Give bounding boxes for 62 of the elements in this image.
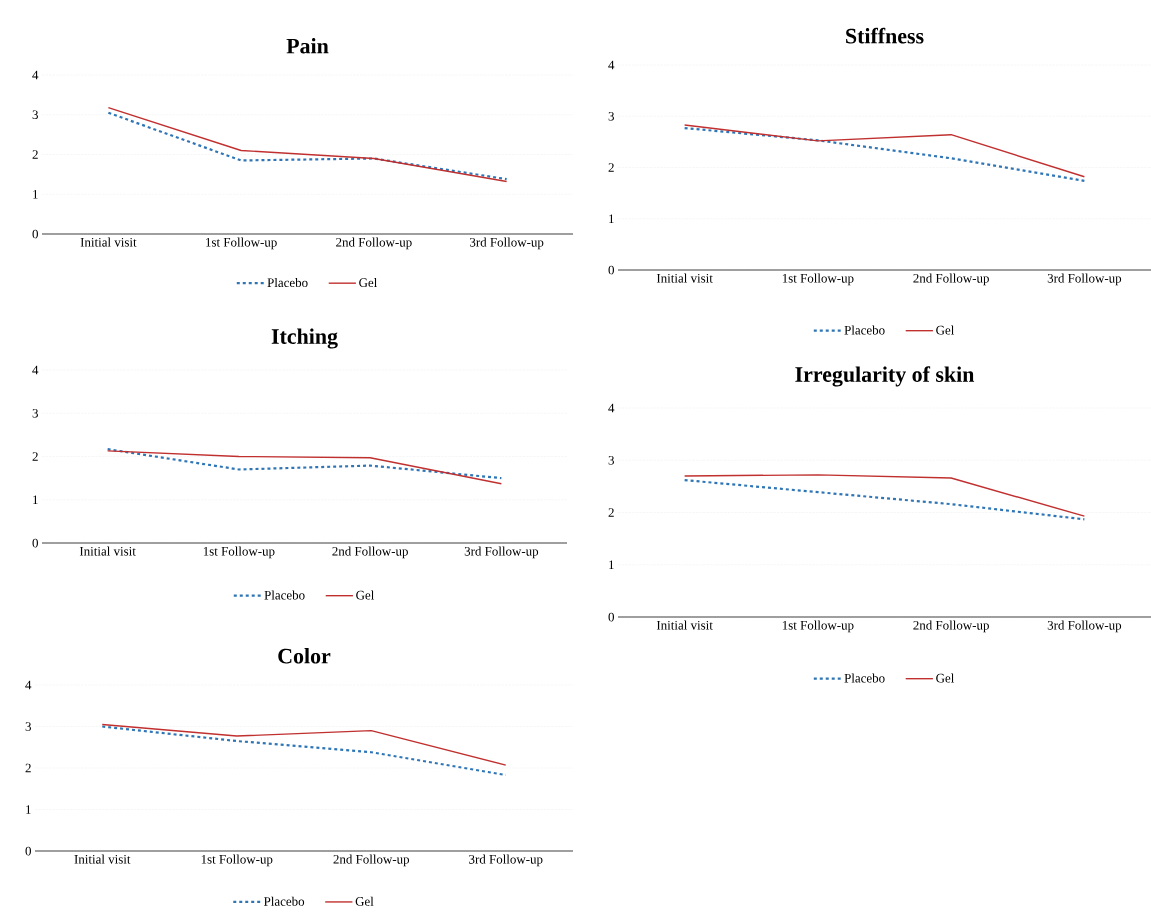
- x-tick-label: 1st Follow-up: [782, 620, 854, 633]
- legend-label: Placebo: [844, 673, 885, 683]
- x-tick-label: 2nd Follow-up: [333, 854, 410, 867]
- x-tick-label: 1st Follow-up: [203, 546, 275, 559]
- y-tick-label: 0: [608, 612, 614, 622]
- y-tick-label: 0: [25, 846, 31, 856]
- line-series: [101, 725, 507, 777]
- y-tick-label: 0: [608, 265, 614, 275]
- y-tick-label: 0: [32, 538, 38, 548]
- x-tick-label: 2nd Follow-up: [332, 546, 408, 559]
- chart-title: Irregularity of skin: [795, 366, 975, 387]
- y-tick-label: 2: [608, 508, 614, 517]
- y-tick-label: 3: [608, 455, 614, 465]
- y-tick-label: 2: [32, 150, 38, 159]
- y-tick-label: 0: [32, 229, 38, 239]
- x-tick-label: 2nd Follow-up: [913, 273, 989, 286]
- y-tick-label: 1: [33, 495, 38, 505]
- chart-title: Pain: [286, 38, 329, 54]
- x-tick-label: 3rd Follow-up: [470, 237, 544, 250]
- legend-label: Placebo: [263, 896, 305, 906]
- y-tick-label: 4: [32, 365, 39, 375]
- x-tick-label: Initial visit: [80, 237, 137, 247]
- y-tick-label: 2: [608, 163, 614, 172]
- x-tick-label: 3rd Follow-up: [464, 546, 539, 559]
- y-tick-label: 3: [608, 111, 614, 121]
- x-tick-label: 1st Follow-up: [206, 237, 277, 250]
- y-tick-label: 3: [25, 722, 31, 731]
- y-tick-label: 3: [32, 408, 38, 418]
- x-tick-label: 3rd Follow-up: [1047, 620, 1122, 633]
- y-tick-label: 2: [25, 763, 31, 773]
- x-tick-label: Initial visit: [656, 273, 713, 283]
- x-tick-label: 3rd Follow-up: [469, 854, 543, 867]
- x-tick-label: Initial visit: [74, 854, 131, 864]
- line-series: [101, 723, 507, 766]
- y-tick-label: 4: [25, 680, 32, 690]
- x-tick-label: Initial visit: [656, 620, 713, 630]
- x-tick-label: 2nd Follow-up: [913, 620, 989, 633]
- legend-label: Gel: [359, 277, 378, 288]
- y-tick-label: 1: [26, 805, 31, 814]
- y-tick-label: 4: [608, 60, 615, 70]
- legend-label: Gel: [356, 590, 375, 600]
- y-tick-label: 1: [33, 189, 38, 199]
- x-tick-label: Initial visit: [79, 546, 136, 556]
- y-tick-label: 1: [609, 214, 614, 224]
- x-tick-label: 2nd Follow-up: [336, 237, 412, 250]
- chart-title: Color: [278, 648, 331, 664]
- x-tick-label: 1st Follow-up: [201, 854, 273, 867]
- legend-label: Placebo: [844, 325, 885, 335]
- y-tick-label: 3: [32, 110, 38, 120]
- y-tick-label: 2: [32, 452, 38, 461]
- y-tick-label: 4: [32, 70, 39, 80]
- legend-label: Placebo: [264, 590, 305, 600]
- legend-label: Gel: [936, 673, 955, 683]
- chart-title: Itching: [271, 328, 338, 349]
- chart-title: Stiffness: [846, 27, 924, 44]
- x-tick-label: 1st Follow-up: [782, 273, 854, 286]
- legend-label: Placebo: [267, 277, 308, 288]
- y-tick-label: 1: [609, 560, 614, 570]
- legend-label: Gel: [355, 896, 374, 906]
- legend-label: Gel: [936, 325, 955, 335]
- y-tick-label: 4: [608, 403, 615, 413]
- x-tick-label: 3rd Follow-up: [1047, 273, 1122, 286]
